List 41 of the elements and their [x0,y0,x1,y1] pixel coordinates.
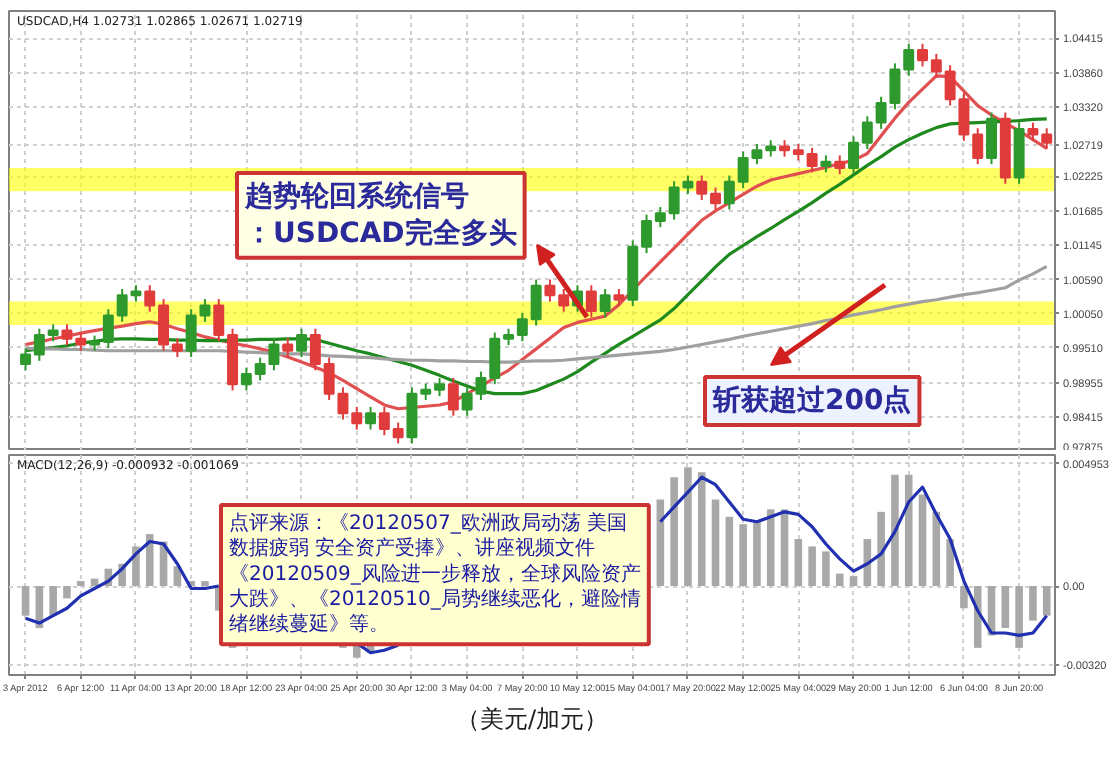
annotation: 点评来源：《20120507_欧洲政局动荡 美国数据疲弱 安全资产受捧》、讲座视频文件《20120509_风险进一步释放，全球风险资产大跌》、《20120510_局势继续恶化，避险情绪继续蔓延》等。 [229,511,641,637]
bar [1042,586,1051,616]
annotation: 趋势轮回系统信号：USDCAD完全多头 [243,179,517,250]
bar [21,586,30,616]
bar [808,546,816,587]
candlestick [447,376,459,417]
bar [670,477,678,587]
bar [739,524,747,587]
bar [76,581,85,587]
bar [822,551,830,587]
bar [1001,586,1010,629]
bar [711,499,720,587]
bar [794,539,803,587]
bar [725,516,734,587]
bar [835,573,844,587]
candlestick [365,405,377,431]
bar [766,509,775,587]
bar [960,586,968,609]
text: （美元/加元） [455,705,609,733]
bar [145,534,154,587]
bar [49,586,57,616]
bar [877,511,885,587]
candlestick [296,327,308,359]
bar [904,474,913,587]
bar [656,499,665,587]
candlestick [585,284,597,319]
annotation: 斩获超过200点 [711,385,912,417]
bar [891,474,899,587]
bar [1015,586,1023,648]
bar [1029,586,1037,621]
candlestick [599,287,611,319]
candlestick [834,154,846,176]
bar [849,576,858,587]
bar [697,472,706,587]
bar [684,467,692,587]
candlestick [282,337,294,359]
bar [201,581,209,587]
bar [63,586,71,599]
bar [918,494,927,587]
candlestick [986,111,998,166]
bar [753,521,761,587]
